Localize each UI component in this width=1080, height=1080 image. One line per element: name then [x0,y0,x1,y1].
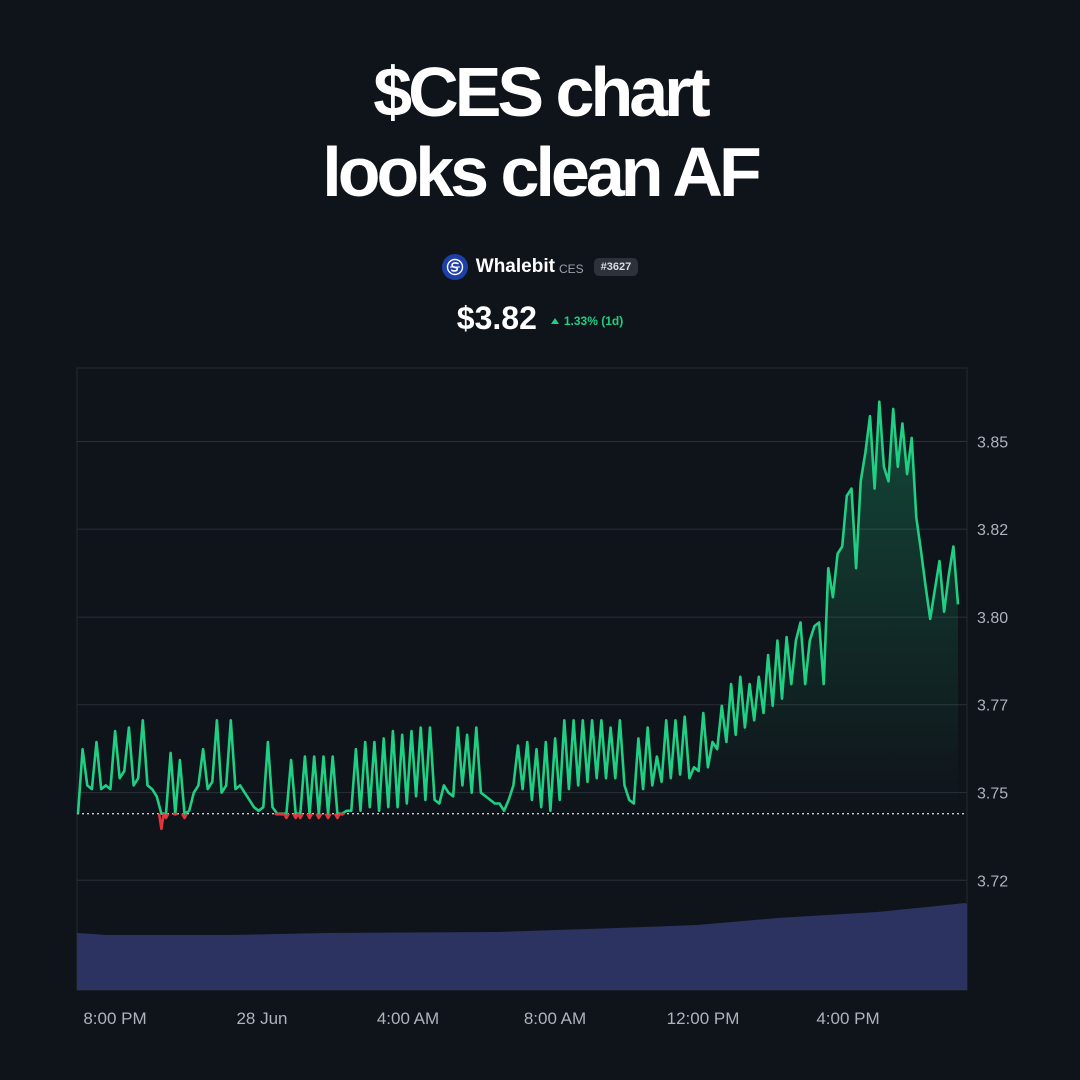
y-tick-label: 3.77 [977,698,1008,715]
price-change: 1.33% (1d) [550,313,624,328]
rank-badge: #3627 [593,258,639,276]
headline: $CES chart looks clean AF [0,52,1080,212]
price-row: $3.82 1.33% (1d) [0,300,1080,337]
price-line-up [76,400,960,815]
y-tick-label: 3.75 [977,786,1008,803]
price-line-down [157,812,345,831]
current-price: $3.82 [456,300,537,336]
y-tick-label: 3.72 [977,873,1008,890]
volume-area [77,903,967,990]
x-tick-label: 4:00 PM [816,1009,879,1028]
headline-line-2: looks clean AF [322,133,761,211]
headline-line-1: $CES chart [373,53,710,131]
coin-symbol: CES [558,261,584,276]
y-tick-label: 3.82 [977,522,1008,539]
coin-header: Whalebit CES #3627 [0,254,1080,280]
x-tick-label: 4:00 AM [377,1009,439,1028]
y-tick-label: 3.85 [977,434,1008,451]
x-tick-label: 28 Jun [236,1009,287,1028]
price-change-label: 1.33% (1d) [563,313,624,328]
x-tick-label: 12:00 PM [667,1009,740,1028]
coin-name: Whalebit [475,256,555,277]
whalebit-logo-icon [441,254,468,280]
x-tick-label: 8:00 AM [524,1009,586,1028]
caret-up-icon [550,317,559,324]
x-tick-label: 8:00 PM [83,1009,146,1028]
y-tick-label: 3.80 [977,610,1008,627]
